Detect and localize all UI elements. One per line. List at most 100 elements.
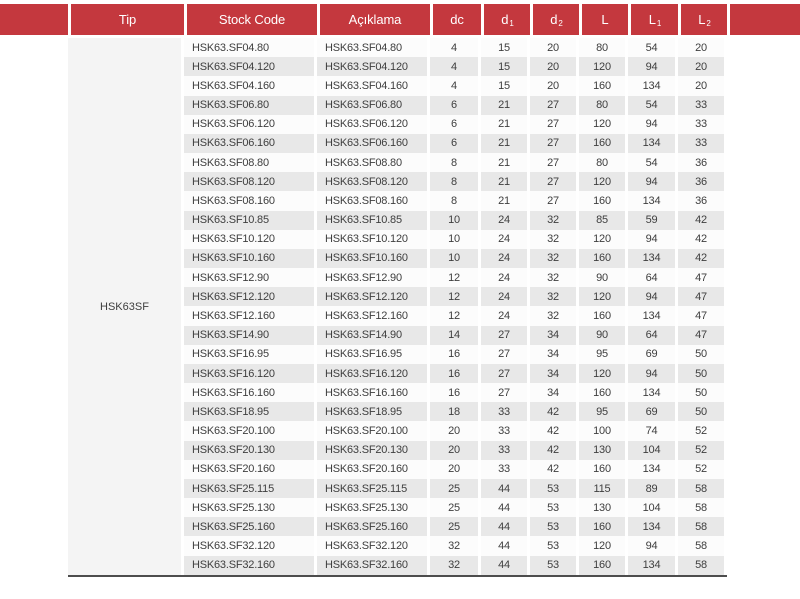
cell-stock-code: HSK63.SF10.85 (184, 210, 314, 230)
cell-aciklama: HSK63.SF06.160 (317, 133, 427, 154)
cell-stock-code: HSK63.SF08.80 (184, 153, 314, 173)
cell-l2: 42 (678, 248, 724, 269)
cell-d1: 21 (481, 133, 527, 154)
cell-l2: 52 (678, 421, 724, 441)
cell-l: 120 (579, 172, 625, 192)
cell-l1: 69 (628, 344, 675, 364)
header-filler-left (0, 4, 68, 35)
cell-l2: 58 (678, 478, 724, 499)
cell-dc: 16 (430, 363, 478, 384)
cell-l1: 134 (628, 383, 675, 403)
cell-l1: 94 (628, 57, 675, 77)
cell-stock-code: HSK63.SF12.120 (184, 287, 314, 307)
cell-d2: 53 (530, 536, 576, 556)
cell-aciklama: HSK63.SF08.120 (317, 172, 427, 192)
cell-aciklama: HSK63.SF04.160 (317, 76, 427, 96)
cell-l: 160 (579, 248, 625, 269)
cell-l: 120 (579, 57, 625, 77)
cell-l: 120 (579, 114, 625, 134)
cell-stock-code: HSK63.SF18.95 (184, 402, 314, 422)
cell-dc: 20 (430, 459, 478, 479)
cell-dc: 6 (430, 95, 478, 115)
cell-l1: 134 (628, 248, 675, 269)
table-row: HSK63.SF25.160 HSK63.SF25.160 25 44 53 160 134… (184, 517, 727, 537)
cell-stock-code: HSK63.SF16.160 (184, 383, 314, 403)
cell-stock-code: HSK63.SF06.160 (184, 133, 314, 154)
cell-d1: 24 (481, 210, 527, 230)
cell-d1: 24 (481, 306, 527, 326)
cell-aciklama: HSK63.SF16.95 (317, 344, 427, 364)
cell-d1: 21 (481, 95, 527, 115)
table-row: HSK63.SF06.120 HSK63.SF06.120 6 21 27 120 94 33 (184, 114, 727, 134)
cell-l: 160 (579, 555, 625, 575)
cell-aciklama: HSK63.SF06.80 (317, 95, 427, 115)
cell-stock-code: HSK63.SF12.160 (184, 306, 314, 326)
cell-stock-code: HSK63.SF25.160 (184, 517, 314, 537)
cell-d2: 42 (530, 402, 576, 422)
table-row: HSK63.SF16.120 HSK63.SF16.120 16 27 34 120 94 5… (184, 363, 727, 384)
cell-l: 80 (579, 95, 625, 115)
cell-dc: 32 (430, 555, 478, 575)
cell-l2: 47 (678, 325, 724, 345)
cell-l: 95 (579, 402, 625, 422)
cell-stock-code: HSK63.SF20.160 (184, 459, 314, 479)
table-row: HSK63.SF04.80 HSK63.SF04.80 4 15 20 80 54 20 (184, 38, 727, 58)
cell-d2: 27 (530, 95, 576, 115)
cell-aciklama: HSK63.SF25.160 (317, 517, 427, 537)
cell-d1: 24 (481, 268, 527, 288)
cell-l: 130 (579, 440, 625, 460)
table-row: HSK63.SF14.90 HSK63.SF14.90 14 27 34 90 64 47 (184, 325, 727, 345)
cell-dc: 16 (430, 344, 478, 364)
cell-l: 120 (579, 287, 625, 307)
cell-l1: 104 (628, 498, 675, 518)
cell-dc: 14 (430, 325, 478, 345)
cell-dc: 12 (430, 287, 478, 307)
cell-dc: 4 (430, 57, 478, 77)
cell-l2: 36 (678, 172, 724, 192)
cell-aciklama: HSK63.SF25.130 (317, 498, 427, 518)
column-header-aciklama: Açıklama (320, 4, 430, 35)
cell-aciklama: HSK63.SF10.120 (317, 229, 427, 249)
cell-l: 90 (579, 268, 625, 288)
table-row: HSK63.SF16.160 HSK63.SF16.160 16 27 34 160 134… (184, 383, 727, 403)
table-row: HSK63.SF08.160 HSK63.SF08.160 8 21 27 160 134 3… (184, 191, 727, 211)
cell-stock-code: HSK63.SF20.130 (184, 440, 314, 460)
cell-l1: 94 (628, 114, 675, 134)
table-row: HSK63.SF20.160 HSK63.SF20.160 20 33 42 160 134… (184, 459, 727, 479)
cell-dc: 10 (430, 229, 478, 249)
cell-l1: 134 (628, 76, 675, 96)
table-row: HSK63.SF06.80 HSK63.SF06.80 6 21 27 80 54 33 (184, 95, 727, 115)
cell-l: 80 (579, 153, 625, 173)
cell-dc: 10 (430, 248, 478, 269)
cell-d1: 15 (481, 38, 527, 58)
cell-l2: 36 (678, 153, 724, 173)
cell-l2: 20 (678, 76, 724, 96)
cell-stock-code: HSK63.SF12.90 (184, 268, 314, 288)
cell-l2: 58 (678, 517, 724, 537)
cell-l2: 50 (678, 344, 724, 364)
cell-l2: 50 (678, 383, 724, 403)
cell-l1: 134 (628, 459, 675, 479)
cell-l1: 134 (628, 306, 675, 326)
cell-l1: 134 (628, 133, 675, 154)
table-row: HSK63.SF12.120 HSK63.SF12.120 12 24 32 120 94 4… (184, 287, 727, 307)
cell-dc: 16 (430, 383, 478, 403)
cell-stock-code: HSK63.SF16.95 (184, 344, 314, 364)
cell-l2: 58 (678, 555, 724, 575)
cell-l1: 54 (628, 153, 675, 173)
cell-d2: 32 (530, 210, 576, 230)
cell-d1: 44 (481, 498, 527, 518)
table-row: HSK63.SF12.90 HSK63.SF12.90 12 24 32 90 64 47 (184, 268, 727, 288)
cell-l1: 74 (628, 421, 675, 441)
cell-l2: 33 (678, 114, 724, 134)
table-rows: HSK63.SF04.80 HSK63.SF04.80 4 15 20 80 54 20 HSK… (184, 38, 727, 575)
cell-dc: 25 (430, 498, 478, 518)
cell-aciklama: HSK63.SF20.160 (317, 459, 427, 479)
cell-stock-code: HSK63.SF32.120 (184, 536, 314, 556)
cell-aciklama: HSK63.SF04.120 (317, 57, 427, 77)
cell-l: 160 (579, 383, 625, 403)
cell-l1: 59 (628, 210, 675, 230)
column-header-tip: Tip (71, 4, 184, 35)
